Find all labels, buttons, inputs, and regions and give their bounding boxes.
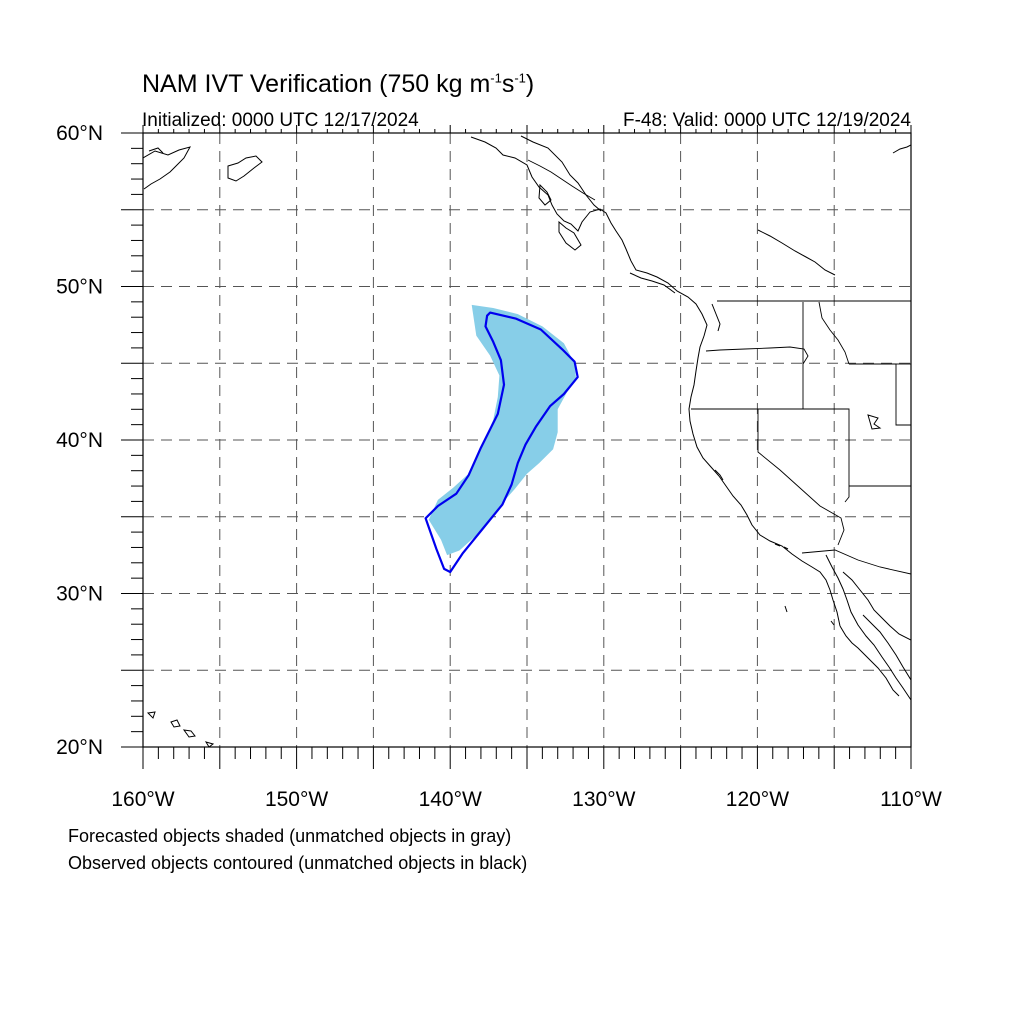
lat-label: 50°N — [56, 276, 103, 299]
lon-label: 140°W — [419, 788, 482, 811]
axis-labels: 60°N 50°N 40°N 30°N 20°N 160°W 150°W 140°W 130°W… — [56, 122, 942, 811]
observed-ivt-contour — [424, 311, 579, 574]
caption-observed: Observed objects contoured (unmatched ob… — [68, 853, 528, 873]
lon-label: 120°W — [726, 788, 789, 811]
initialized-time: Initialized: 0000 UTC 12/17/2024 — [142, 110, 419, 131]
lon-label: 150°W — [265, 788, 328, 811]
lon-label: 160°W — [111, 788, 174, 811]
forecast-ivt-object — [428, 304, 577, 556]
lat-label: 40°N — [56, 429, 103, 452]
coastlines — [143, 135, 911, 747]
page-title: NAM IVT Verification (750 kg m-1s-1) — [142, 70, 535, 98]
gridlines — [143, 133, 911, 747]
valid-time: F-48: Valid: 0000 UTC 12/19/2024 — [623, 110, 911, 131]
lat-label: 30°N — [56, 583, 103, 606]
axis-ticks — [121, 125, 912, 769]
caption-forecast: Forecasted objects shaded (unmatched obj… — [68, 826, 512, 846]
political-borders — [527, 159, 911, 575]
lat-label: 20°N — [56, 736, 103, 759]
lon-label: 130°W — [572, 788, 635, 811]
lon-label: 110°W — [880, 788, 942, 811]
lat-label: 60°N — [56, 122, 103, 145]
